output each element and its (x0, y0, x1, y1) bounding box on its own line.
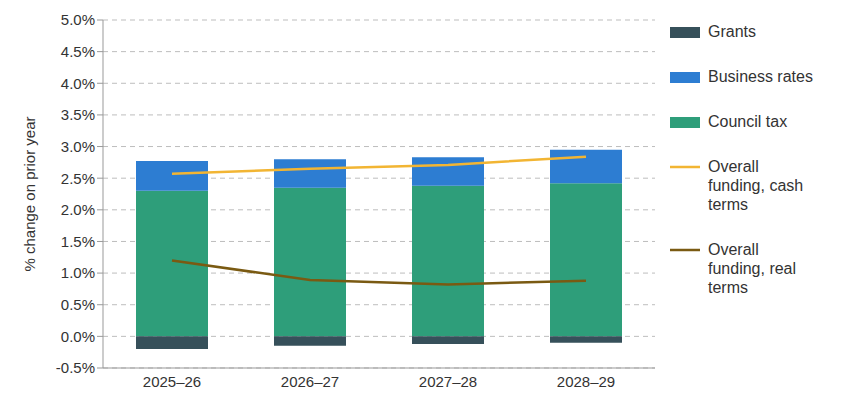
svg-text:3.5%: 3.5% (61, 106, 95, 123)
svg-text:2026–27: 2026–27 (281, 373, 339, 390)
html-text:Business rates: Business rates (708, 68, 813, 85)
svg-text:5.0%: 5.0% (61, 11, 95, 28)
html-text:Grants: Grants (708, 23, 756, 40)
svg-text:2028–29: 2028–29 (557, 373, 615, 390)
svg-text:-0.5%: -0.5% (56, 359, 95, 376)
svg-text:4.5%: 4.5% (61, 43, 95, 60)
svg-text:4.0%: 4.0% (61, 75, 95, 92)
svg-text:2027–28: 2027–28 (419, 373, 477, 390)
svg-text:3.0%: 3.0% (61, 138, 95, 155)
svg-text:0.5%: 0.5% (61, 296, 95, 313)
html-text:Council tax: Council tax (708, 113, 788, 130)
svg-text:1.5%: 1.5% (61, 233, 95, 250)
svg-text:2.0%: 2.0% (61, 201, 95, 218)
svg-text:1.0%: 1.0% (61, 264, 95, 281)
svg-text:% change on prior year: % change on prior year (21, 116, 38, 271)
svg-text:2025–26: 2025–26 (143, 373, 201, 390)
html-text:Overall funding, cash terms: Overall funding, cash terms (708, 158, 804, 213)
html-text:Overall funding, real terms: Overall funding, real terms (708, 241, 797, 296)
svg-text:2.5%: 2.5% (61, 170, 95, 187)
svg-text:0.0%: 0.0% (61, 328, 95, 345)
